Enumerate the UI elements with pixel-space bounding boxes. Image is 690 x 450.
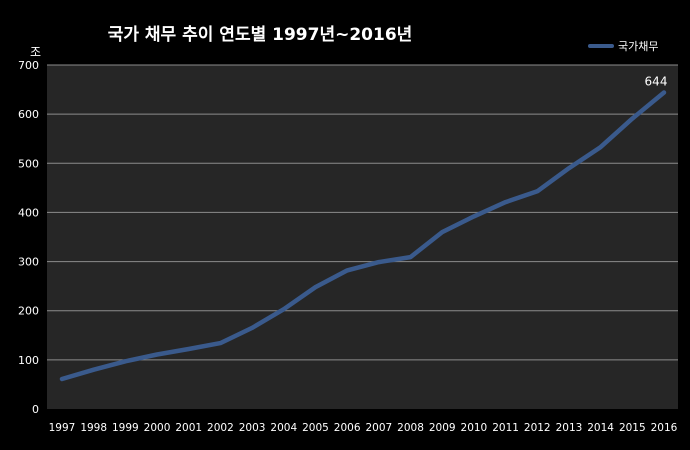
y-tick-label: 400	[18, 206, 39, 219]
y-tick-label: 200	[18, 305, 39, 318]
y-tick-label: 300	[18, 256, 39, 269]
legend-swatch	[588, 44, 614, 48]
x-tick-label: 2010	[461, 422, 488, 434]
x-tick-label: 2012	[524, 422, 551, 434]
x-tick-label: 2016	[651, 422, 678, 434]
legend-label: 국가채무	[618, 40, 659, 53]
x-tick-label: 2006	[334, 422, 361, 434]
y-tick-label: 0	[32, 403, 39, 416]
x-tick-label: 2003	[239, 422, 266, 434]
x-tick-label: 2005	[302, 422, 329, 434]
plot-background	[47, 65, 678, 409]
x-tick-label: 2008	[397, 422, 424, 434]
x-tick-label: 2002	[207, 422, 234, 434]
chart-title: 국가 채무 추이 연도별 1997년~2016년	[107, 25, 413, 45]
y-tick-label: 500	[18, 157, 39, 170]
y-tick-label: 700	[18, 59, 39, 72]
x-tick-label: 2009	[429, 422, 456, 434]
x-tick-label: 2013	[556, 422, 583, 434]
series-line	[59, 90, 667, 382]
x-tick-label: 2000	[144, 422, 171, 434]
y-axis-unit: 조	[30, 45, 42, 59]
legend: 국가채무	[588, 38, 658, 54]
y-tick-label: 600	[18, 108, 39, 121]
x-tick-label: 2001	[175, 422, 202, 434]
x-tick-label: 1997	[49, 422, 76, 434]
x-tick-label: 1999	[112, 422, 139, 434]
x-tick-label: 2014	[587, 422, 614, 434]
data-label: 644	[645, 75, 668, 89]
x-tick-label: 2011	[492, 422, 519, 434]
x-tick-label: 1998	[80, 422, 107, 434]
x-tick-label: 2007	[365, 422, 392, 434]
x-tick-label: 2004	[270, 422, 297, 434]
y-tick-label: 100	[18, 354, 39, 367]
x-tick-label: 2015	[619, 422, 646, 434]
